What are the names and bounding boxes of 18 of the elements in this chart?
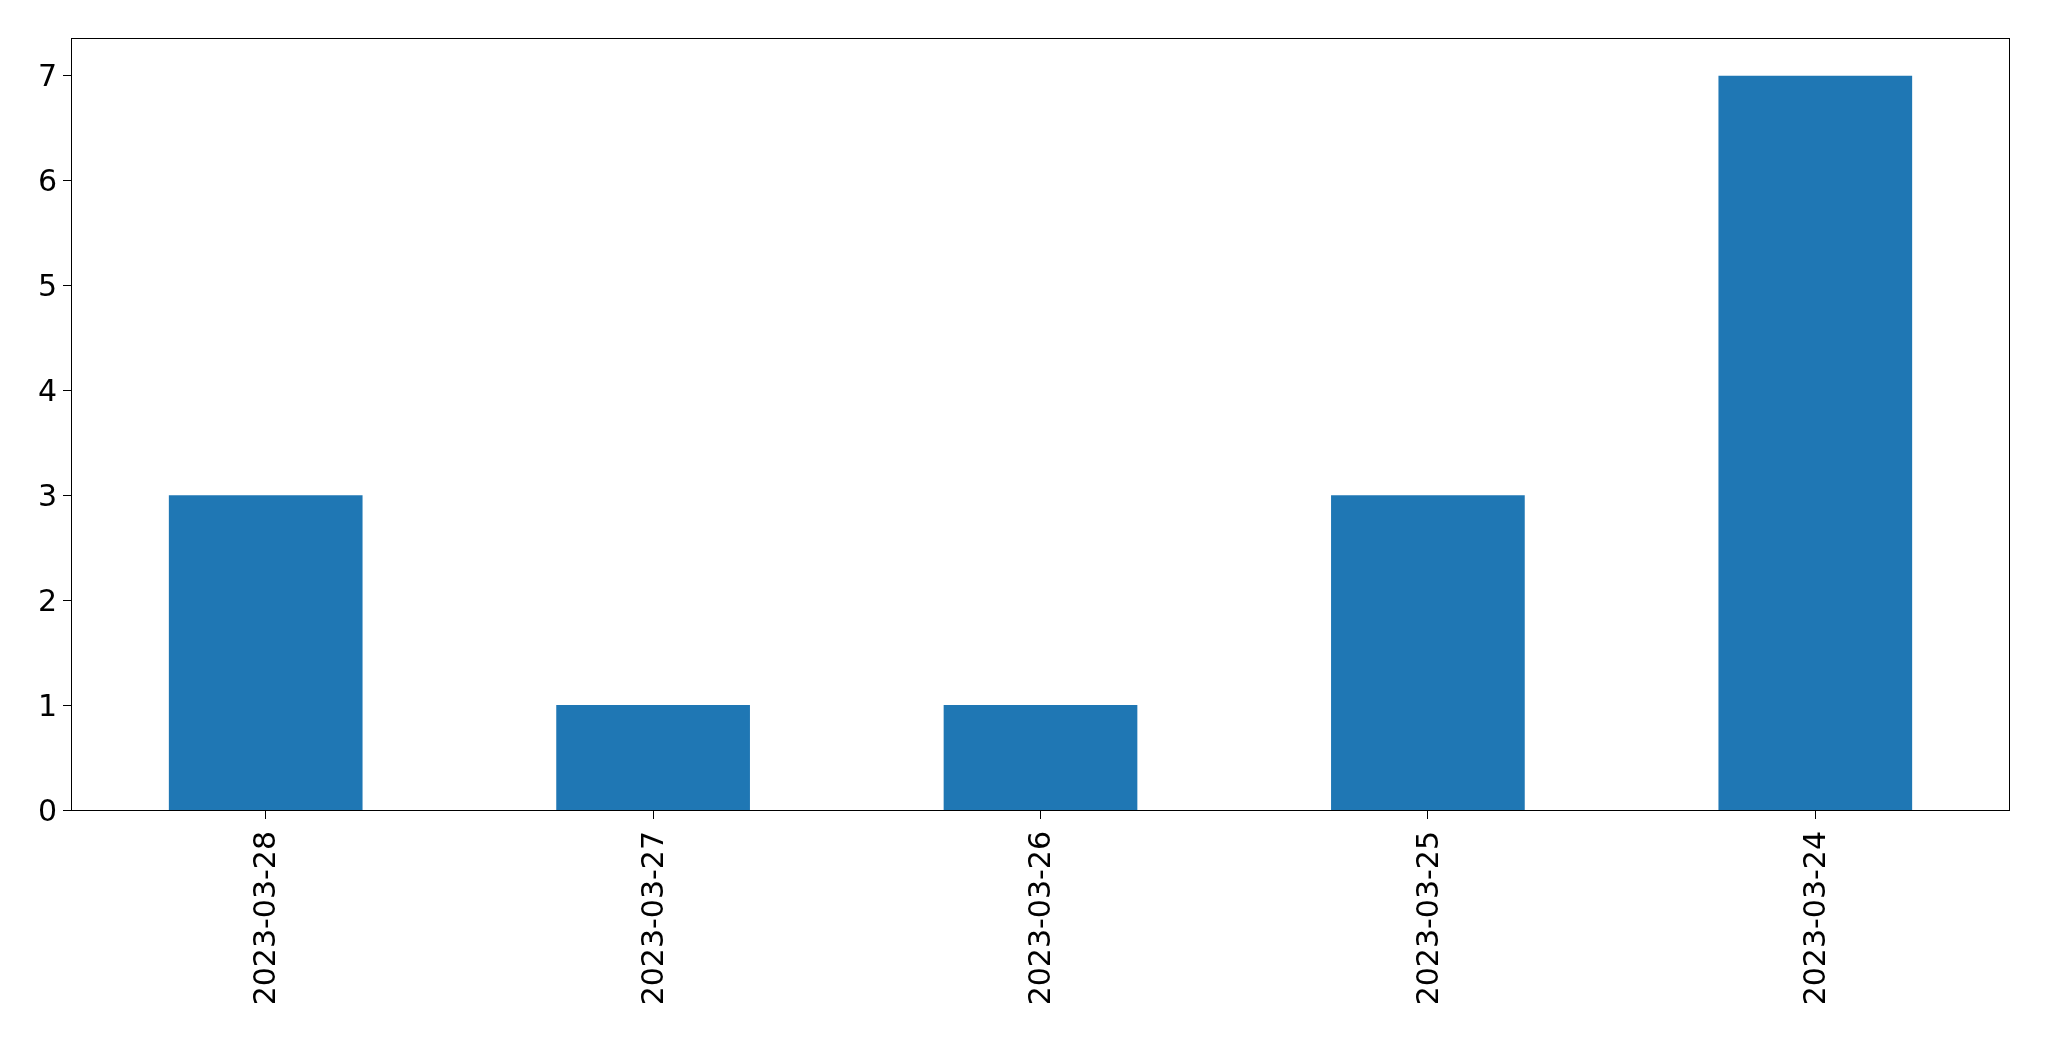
bar [943, 705, 1138, 810]
y-tick-label: 5 [37, 268, 57, 304]
x-tick-label: 2023-03-28 [247, 831, 283, 1006]
bar [1718, 75, 1913, 810]
x-tick-label: 2023-03-27 [634, 831, 670, 1006]
x-tick-label: 2023-03-24 [1797, 831, 1833, 1006]
bar [168, 495, 363, 810]
y-tick-label: 3 [37, 477, 57, 513]
y-tick-label: 0 [37, 792, 57, 828]
x-tick-label: 2023-03-26 [1022, 831, 1058, 1006]
bar [1331, 495, 1525, 810]
y-tick-label: 6 [37, 163, 57, 199]
y-tick-label: 7 [37, 58, 57, 94]
y-tick-label: 4 [37, 372, 57, 408]
y-tick-label: 1 [37, 687, 57, 723]
y-tick-label: 2 [37, 582, 57, 618]
bar [556, 705, 750, 810]
x-tick-label: 2023-03-25 [1409, 831, 1445, 1006]
